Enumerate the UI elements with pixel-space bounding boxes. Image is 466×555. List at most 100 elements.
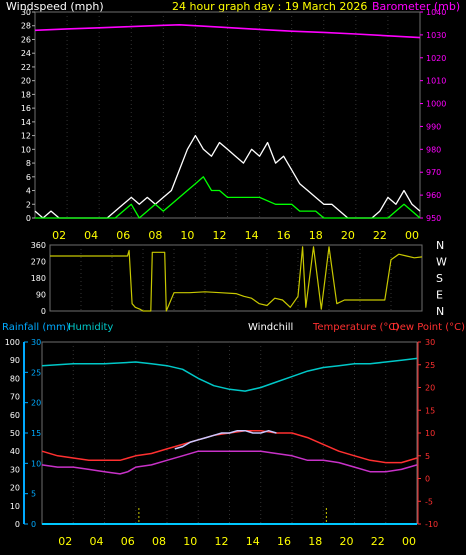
temperature-tick-label: 20 xyxy=(425,384,435,393)
barometer-tick-label: 970 xyxy=(426,168,441,177)
rainfall-tick-label: 25 xyxy=(31,368,41,377)
temp-x-tick-label: 12 xyxy=(215,535,229,548)
barometer-tick-label: 950 xyxy=(426,214,441,223)
humidity-axis: 0 10 20 30 40 50 60 70 80 90 100 xyxy=(5,338,20,529)
compass-label: W xyxy=(436,256,447,269)
temp-x-tick-label: 10 xyxy=(183,535,197,548)
temperature-axis: -10 -5 0 5 10 15 20 25 30 xyxy=(417,338,438,529)
wind-x-tick-label: 10 xyxy=(180,229,194,242)
barometer-tick-label: 1040 xyxy=(426,8,446,17)
rainfall-tick-label: 10 xyxy=(31,459,41,468)
wind-x-tick-label: 12 xyxy=(213,229,227,242)
barometer-tick-label: 980 xyxy=(426,145,441,154)
dewpoint-axis-title: Dew Point (°C) xyxy=(392,322,465,333)
windspeed-tick-label: 30 xyxy=(21,8,31,17)
barometer-tick-label: 1000 xyxy=(426,100,446,109)
temperature-axis-title: Temperature (°C) xyxy=(312,322,399,333)
humidity-tick-label: 70 xyxy=(10,393,20,402)
humidity-tick-label: 60 xyxy=(10,411,20,420)
wind-direction-line xyxy=(50,246,423,312)
temp-x-tick-label: 04 xyxy=(90,535,104,548)
windspeed-tick-label: 8 xyxy=(26,159,31,168)
wind-x-tick-label: 18 xyxy=(309,229,323,242)
graph-title: 24 hour graph day : 19 March 2026 xyxy=(172,0,367,13)
temp-x-tick-label: 00 xyxy=(402,535,416,548)
compass-label: S xyxy=(436,272,443,285)
windspeed-tick-label: 4 xyxy=(26,187,31,196)
wind-x-tick-label: 06 xyxy=(116,229,130,242)
compass-label: N xyxy=(436,239,444,252)
temp-x-tick-label: 02 xyxy=(58,535,72,548)
barometer-tick-label: 1020 xyxy=(426,54,446,63)
compass-label: N xyxy=(436,305,444,318)
windspeed-tick-label: 26 xyxy=(21,35,31,44)
wind-x-tick-label: 02 xyxy=(52,229,66,242)
wind-x-tick-label: 20 xyxy=(341,229,355,242)
direction-series xyxy=(50,246,423,312)
temperature-tick-label: -5 xyxy=(425,497,433,506)
temp-humidity-series xyxy=(41,357,418,525)
rainfall-axis: 0 5 10 15 20 25 30 xyxy=(23,338,41,529)
humidity-tick-label: 20 xyxy=(10,484,20,493)
wind-x-tick-label: 04 xyxy=(84,229,98,242)
humidity-tick-label: 100 xyxy=(5,338,20,347)
barometer-tick-label: 1010 xyxy=(426,77,446,86)
temp-x-tick-label: 06 xyxy=(121,535,135,548)
wind-x-tick-label: 14 xyxy=(245,229,259,242)
windspeed-line xyxy=(35,176,421,219)
temp-x-axis: 02 04 06 08 10 12 14 16 18 20 22 00 xyxy=(58,535,416,548)
wind-x-tick-label: 08 xyxy=(148,229,162,242)
humidity-tick-label: 80 xyxy=(10,374,20,383)
direction-degree-tick-label: 180 xyxy=(31,274,46,283)
windspeed-axis-title: Windspeed (mph) xyxy=(6,0,104,13)
windspeed-tick-label: 10 xyxy=(21,145,31,154)
direction-degree-tick-label: 270 xyxy=(31,258,46,267)
barometer-tick-label: 1030 xyxy=(426,31,446,40)
temperature-tick-label: 25 xyxy=(425,361,435,370)
temp-x-tick-label: 16 xyxy=(277,535,291,548)
wind-plot-frame xyxy=(34,11,421,219)
windspeed-tick-label: 12 xyxy=(21,132,31,141)
temperature-tick-label: 30 xyxy=(425,338,435,347)
temp-x-tick-label: 22 xyxy=(371,535,385,548)
windspeed-tick-label: 0 xyxy=(26,214,31,223)
rainfall-tick-label: 20 xyxy=(31,399,41,408)
humidity-tick-label: 0 xyxy=(15,520,20,529)
temp-x-tick-label: 18 xyxy=(308,535,322,548)
windchill-label: Windchill xyxy=(248,322,293,333)
windchill-line xyxy=(174,429,277,450)
rainfall-axis-title: Rainfall (mm) xyxy=(2,322,70,333)
rainfall-tick-label: 30 xyxy=(31,338,41,347)
temperature-tick-label: -10 xyxy=(425,520,438,529)
temp-x-tick-label: 20 xyxy=(340,535,354,548)
direction-degree-axis: 0 90 180 270 360 xyxy=(31,241,46,316)
humidity-axis-title: Humidity xyxy=(68,322,113,333)
direction-plot-grid xyxy=(80,245,392,311)
wind-x-tick-label: 22 xyxy=(373,229,387,242)
direction-degree-tick-label: 0 xyxy=(41,307,46,316)
humidity-line xyxy=(41,357,418,392)
windspeed-tick-label: 20 xyxy=(21,77,31,86)
windspeed-tick-label: 16 xyxy=(21,104,31,113)
rainfall-tick-label: 5 xyxy=(31,490,36,499)
rainfall-tick-label: 0 xyxy=(31,520,36,529)
barometer-axis-title: Barometer (mb) xyxy=(372,0,460,13)
humidity-tick-label: 50 xyxy=(10,429,20,438)
wind-barometer-series xyxy=(34,23,421,219)
temp-x-tick-label: 14 xyxy=(246,535,260,548)
wind-plot-grid xyxy=(66,12,389,218)
temperature-tick-label: 15 xyxy=(425,406,435,415)
wind-x-tick-label: 00 xyxy=(405,229,419,242)
windspeed-tick-label: 2 xyxy=(26,200,31,209)
humidity-tick-label: 10 xyxy=(10,502,20,511)
temp-x-tick-label: 08 xyxy=(152,535,166,548)
barometer-tick-label: 960 xyxy=(426,191,441,200)
rainfall-tick-label: 15 xyxy=(31,429,41,438)
windspeed-tick-label: 6 xyxy=(26,173,31,182)
humidity-tick-label: 30 xyxy=(10,465,20,474)
barometer-tick-label: 990 xyxy=(426,122,441,131)
